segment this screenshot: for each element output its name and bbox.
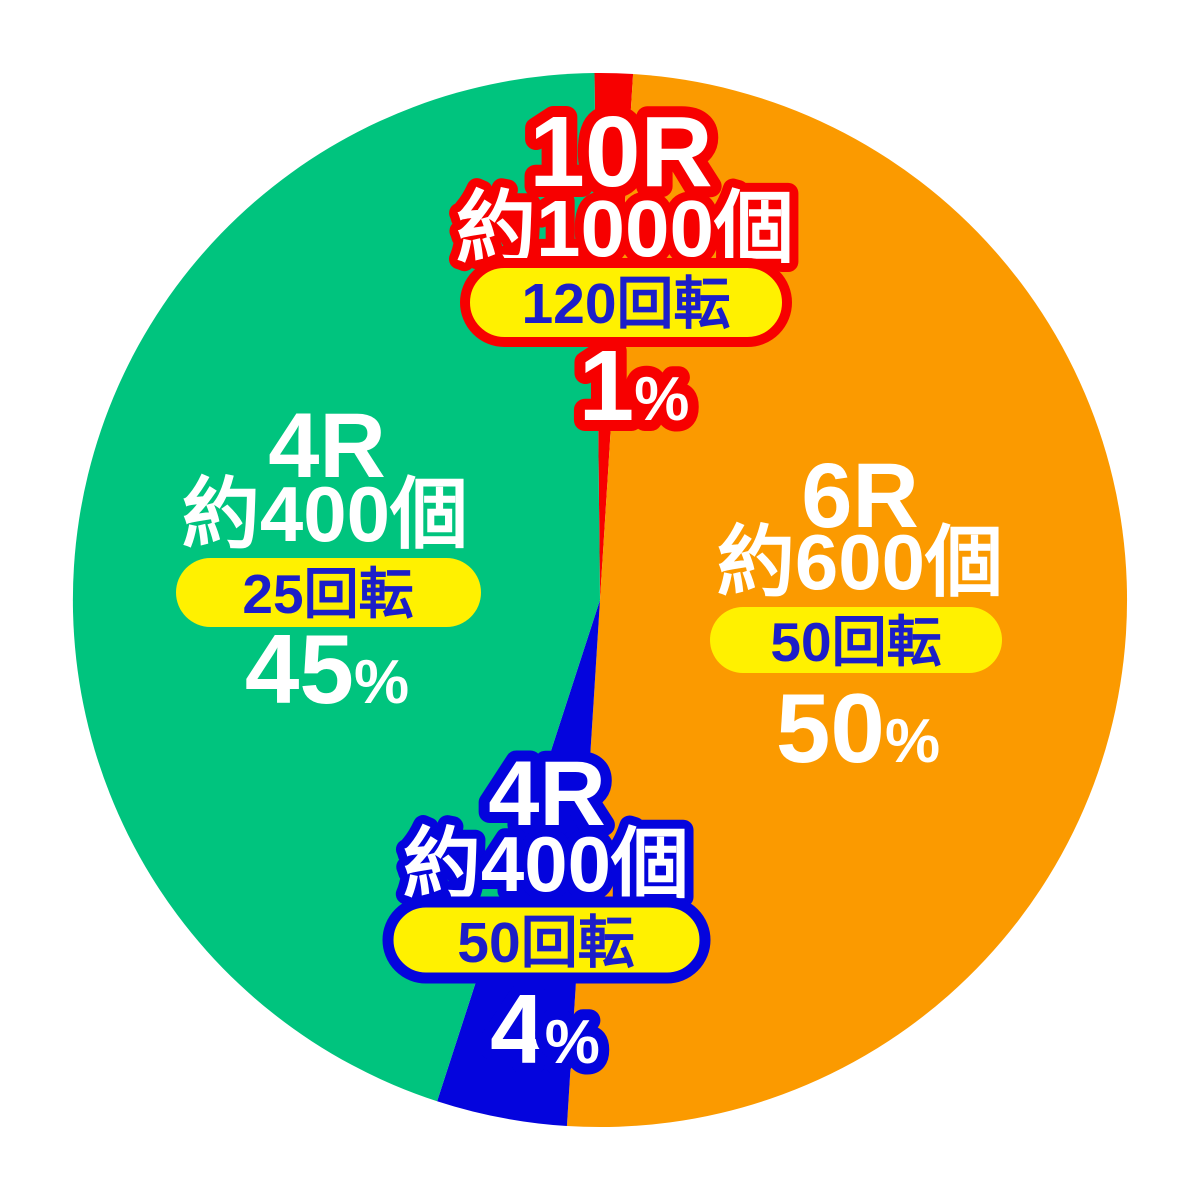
percent-number-6r: 50	[776, 673, 885, 783]
pie-slice-4r-blue	[437, 600, 600, 1126]
slice-payout-4r-green: 約400個	[182, 470, 468, 558]
slice-percent-4r-blue: 4%	[490, 974, 600, 1084]
slice-title-4r-blue: 4R	[488, 743, 606, 845]
slice-title-4r-green: 4R	[268, 395, 386, 497]
percent-sign-10r: %	[634, 365, 689, 434]
spins-label-4r-blue: 50回転	[457, 911, 634, 975]
spins-label-10r: 120回転	[521, 272, 730, 336]
slice-payout-6r: 約600個	[717, 518, 1003, 606]
spins-label-4r-green: 25回転	[242, 563, 413, 625]
slice-title-10r: 10R	[529, 96, 712, 208]
label-group-10r: 10R 約1000個 120回転 1%	[447, 85, 803, 453]
slice-percent-4r-green: 45%	[245, 614, 409, 724]
spins-label-6r: 50回転	[770, 611, 941, 673]
label-group-4r-green: 4R 約400個 25回転 45%	[176, 395, 481, 724]
spins-pill-10r	[460, 258, 792, 347]
slice-title-6r: 6R	[801, 445, 919, 547]
slice-percent-10r: 1%	[579, 330, 690, 442]
percent-number-4r-green: 45	[245, 614, 354, 724]
spins-pill-4r-blue	[382, 896, 711, 984]
spins-pill-6r	[710, 607, 1002, 673]
slice-payout-4r-blue: 約400個	[403, 820, 689, 908]
percent-sign-4r-green: %	[354, 648, 409, 717]
label-group-6r: 6R 約600個 50回転 50%	[710, 445, 1003, 783]
percent-sign-4r-blue: %	[545, 1008, 600, 1077]
spins-pill-4r-green	[176, 558, 481, 627]
percent-sign-6r: %	[885, 707, 940, 776]
percent-number-4r-blue: 4	[490, 974, 545, 1084]
label-group-4r-blue: 4R 約400個 50回転 4%	[382, 732, 711, 1095]
slice-percent-6r: 50%	[776, 673, 940, 783]
percent-number-10r: 1	[579, 330, 635, 442]
